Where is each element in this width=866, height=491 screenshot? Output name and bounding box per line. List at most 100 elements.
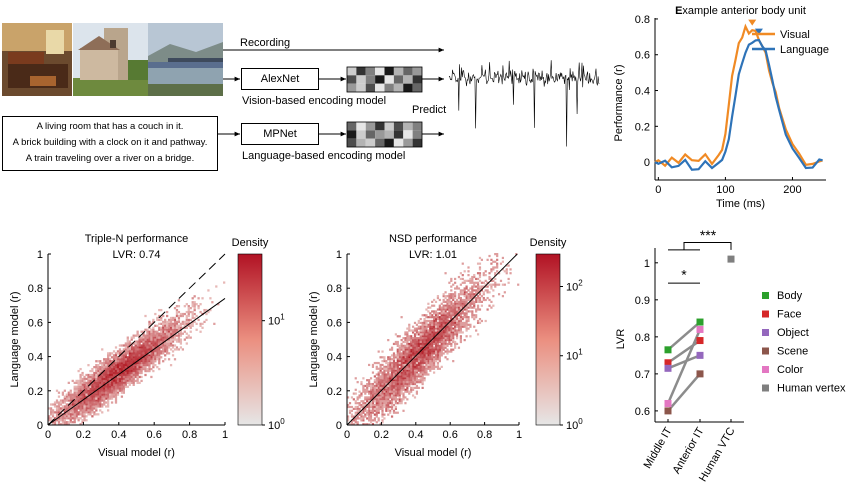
density-cell <box>99 360 102 363</box>
density-cell <box>425 373 428 376</box>
density-cell <box>89 405 92 408</box>
density-cell <box>467 266 470 269</box>
density-cell <box>492 268 495 271</box>
density-cell <box>410 344 413 347</box>
density-cell <box>400 356 403 359</box>
density-cell <box>85 393 88 396</box>
density-cell <box>383 382 386 386</box>
density-cell <box>112 383 116 386</box>
density-cell <box>377 390 380 393</box>
density-cell <box>457 331 461 334</box>
density-cell <box>132 377 135 381</box>
density-cell <box>354 417 357 420</box>
density-cell <box>134 367 137 371</box>
density-cell <box>348 411 352 414</box>
density-cell <box>433 367 436 370</box>
density-cell <box>154 354 157 357</box>
density-cell <box>112 364 116 367</box>
density-cell <box>205 308 208 312</box>
density-cell <box>114 401 118 404</box>
density-cell <box>390 354 394 357</box>
density-cell <box>413 337 417 340</box>
density-cell <box>446 317 449 321</box>
density-cell <box>116 352 120 355</box>
density-cell <box>171 354 175 357</box>
density-cell <box>392 396 396 399</box>
density-cell <box>83 413 86 416</box>
density-cell <box>431 316 434 319</box>
density-cell <box>103 395 106 398</box>
density-cell <box>390 407 394 411</box>
density-cell <box>95 366 98 369</box>
density-cell <box>356 411 359 414</box>
density-cell <box>69 405 72 408</box>
density-cell <box>440 310 443 313</box>
density-cell <box>446 298 449 302</box>
x-tick-label: 0 <box>344 429 350 441</box>
density-cell <box>438 350 441 353</box>
density-cell <box>471 296 474 300</box>
density-cell <box>169 334 173 337</box>
density-cell <box>103 397 106 400</box>
density-cell <box>99 379 102 383</box>
density-cell <box>421 354 424 357</box>
density-cell <box>87 403 90 406</box>
density-cell <box>442 352 445 355</box>
density-cell <box>156 338 159 341</box>
density-cell <box>421 356 424 359</box>
density-cell <box>476 272 480 275</box>
density-cell <box>85 395 88 398</box>
density-cell <box>107 409 110 412</box>
density-cell <box>101 383 104 386</box>
density-cell <box>505 268 508 271</box>
density-cell <box>132 381 135 384</box>
density-cell <box>77 385 80 388</box>
density-cell <box>471 312 474 315</box>
density-cell <box>130 371 133 375</box>
density-cell <box>350 413 354 416</box>
density-cell <box>108 389 112 392</box>
density-cell <box>494 274 497 277</box>
density-cell <box>187 307 190 310</box>
density-cell <box>411 339 415 342</box>
colorbar <box>535 253 561 426</box>
density-cell <box>431 310 434 313</box>
density-cell <box>476 333 480 336</box>
density-cell <box>454 342 457 346</box>
density-cell <box>444 327 447 330</box>
density-cell <box>89 407 92 410</box>
density-cell <box>413 321 417 325</box>
density-cell <box>173 307 177 310</box>
density-cell <box>73 419 76 422</box>
density-cell <box>162 360 165 363</box>
density-cell <box>89 403 92 406</box>
density-cell <box>463 312 466 315</box>
density-cell <box>108 352 112 355</box>
density-cell <box>156 350 159 353</box>
density-cell <box>433 331 436 334</box>
density-cell <box>95 405 98 408</box>
density-cell <box>105 391 108 394</box>
density-cell <box>394 371 397 374</box>
density-cell <box>124 342 127 345</box>
density-cell <box>425 335 428 338</box>
density-cell <box>444 308 447 311</box>
density-cell <box>501 256 505 260</box>
density-cell <box>373 403 376 407</box>
density-cell <box>377 371 380 374</box>
density-cell <box>354 413 357 416</box>
density-cell <box>423 344 426 347</box>
density-cell <box>156 344 159 347</box>
density-cell <box>126 366 129 369</box>
density-cell <box>171 318 175 322</box>
density-cell <box>465 316 468 319</box>
density-cell <box>423 358 426 361</box>
density-cell <box>120 381 124 384</box>
density-cell <box>392 411 396 414</box>
density-cell <box>87 411 90 414</box>
density-cell <box>354 388 357 391</box>
density-cell <box>358 402 361 405</box>
density-cell <box>375 409 378 412</box>
density-cell <box>381 403 384 407</box>
